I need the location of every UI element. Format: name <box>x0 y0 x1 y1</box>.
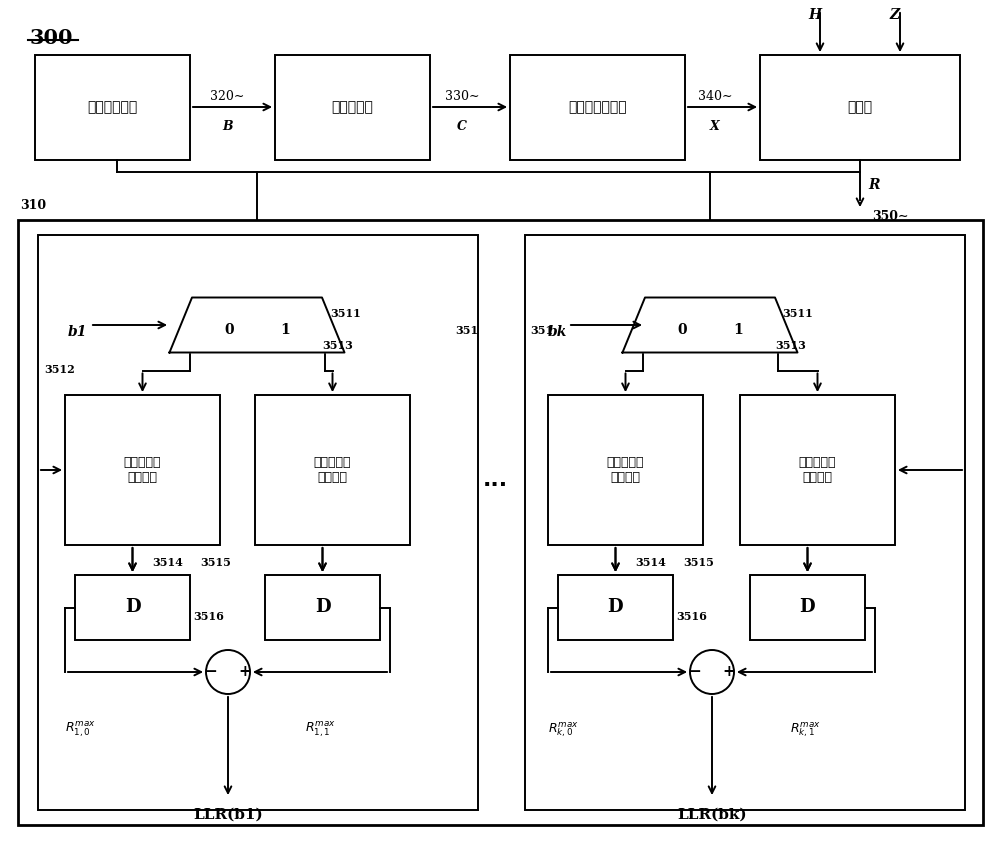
Text: 310: 310 <box>20 199 46 212</box>
Text: 通道编码器: 通道编码器 <box>332 100 373 115</box>
Text: 320∼: 320∼ <box>210 90 244 103</box>
Text: LLR(b1): LLR(b1) <box>193 808 263 822</box>
Text: 3515: 3515 <box>683 557 714 568</box>
Text: H: H <box>808 8 822 22</box>
Text: 340∼: 340∼ <box>698 90 732 103</box>
Bar <box>65 395 220 545</box>
Text: 3511: 3511 <box>782 308 813 319</box>
Text: 第二最大値
找寻装置: 第二最大値 找寻装置 <box>314 456 351 484</box>
Text: +: + <box>239 664 251 679</box>
Text: Z: Z <box>890 8 900 22</box>
Text: 第二最大値
找寻装置: 第二最大値 找寻装置 <box>799 456 836 484</box>
Text: 3514: 3514 <box>152 557 183 568</box>
Text: X: X <box>710 120 720 133</box>
Text: 0: 0 <box>677 323 687 337</box>
Text: 330∼: 330∼ <box>445 90 480 103</box>
Text: B: B <box>222 120 233 133</box>
Bar <box>510 55 685 160</box>
Polygon shape <box>622 297 798 353</box>
Bar <box>740 395 895 545</box>
Bar <box>750 575 865 640</box>
Text: C: C <box>457 120 467 133</box>
Bar <box>255 395 410 545</box>
Text: 3516: 3516 <box>676 611 707 622</box>
Text: 来源位产生器: 来源位产生器 <box>87 100 138 115</box>
Bar <box>265 575 380 640</box>
Text: $R_{1,1}^{max}$: $R_{1,1}^{max}$ <box>305 720 336 738</box>
Circle shape <box>206 650 250 694</box>
Text: D: D <box>315 598 330 616</box>
Text: 351: 351 <box>530 325 553 336</box>
Text: D: D <box>608 598 623 616</box>
Text: 相关器: 相关器 <box>847 100 873 115</box>
Text: ...: ... <box>482 470 508 490</box>
Text: 传输信号映射器: 传输信号映射器 <box>568 100 627 115</box>
Text: 3515: 3515 <box>200 557 231 568</box>
Bar <box>548 395 703 545</box>
Text: b1: b1 <box>68 325 87 339</box>
Text: 350∼: 350∼ <box>872 210 908 223</box>
Bar <box>38 235 478 810</box>
Text: 351: 351 <box>455 325 478 336</box>
Text: 3512: 3512 <box>44 364 75 375</box>
Polygon shape <box>170 297 344 353</box>
Text: 3511: 3511 <box>330 308 361 319</box>
Text: bk: bk <box>548 325 567 339</box>
Bar <box>525 235 965 810</box>
Text: 300: 300 <box>30 28 74 48</box>
Text: D: D <box>125 598 140 616</box>
Bar <box>35 55 190 160</box>
Text: LLR(bk): LLR(bk) <box>677 808 747 822</box>
Text: 第一最大値
找寻装置: 第一最大値 找寻装置 <box>124 456 161 484</box>
Bar <box>18 220 983 825</box>
Text: 第一最大値
找寻装置: 第一最大値 找寻装置 <box>607 456 644 484</box>
Text: −: − <box>205 664 217 679</box>
Text: $R_{k,1}^{max}$: $R_{k,1}^{max}$ <box>790 720 821 739</box>
Text: D: D <box>800 598 815 616</box>
Bar <box>275 55 430 160</box>
Text: +: + <box>723 664 735 679</box>
Text: 3513: 3513 <box>322 340 353 351</box>
Text: 3516: 3516 <box>193 611 224 622</box>
Circle shape <box>690 650 734 694</box>
Text: $R_{1,0}^{max}$: $R_{1,0}^{max}$ <box>65 720 96 738</box>
Text: −: − <box>689 664 701 679</box>
Text: 0: 0 <box>224 323 234 337</box>
Bar <box>75 575 190 640</box>
Bar <box>760 55 960 160</box>
Bar <box>558 575 673 640</box>
Text: 3514: 3514 <box>635 557 666 568</box>
Text: R: R <box>868 178 880 192</box>
Text: 1: 1 <box>280 323 290 337</box>
Text: 1: 1 <box>733 323 743 337</box>
Text: 3513: 3513 <box>775 340 806 351</box>
Text: $R_{k,0}^{max}$: $R_{k,0}^{max}$ <box>548 720 579 739</box>
